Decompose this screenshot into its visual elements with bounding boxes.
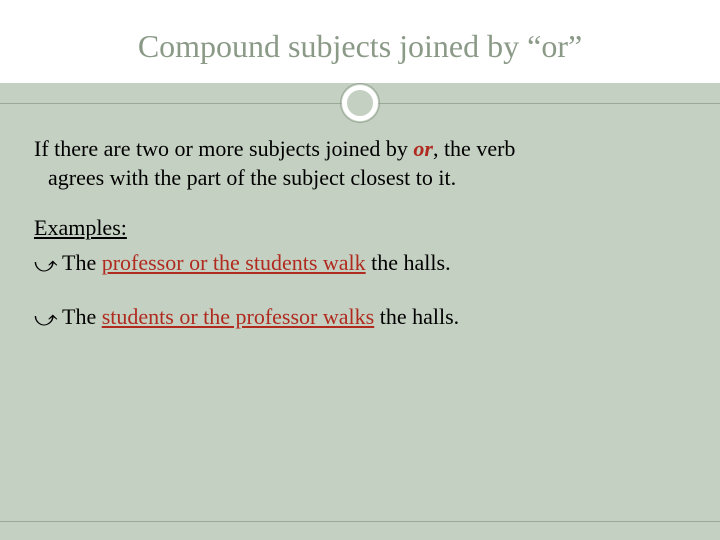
example-post: the halls. <box>374 304 459 329</box>
example-pre: The <box>62 304 102 329</box>
slide: Compound subjects joined by “or” If ther… <box>0 0 720 540</box>
rule-or: or <box>413 136 433 161</box>
rule-post: , the verb <box>433 136 515 161</box>
rule-pre: If there are two or more subjects joined… <box>34 136 413 161</box>
bullet-icon: ⤻ <box>34 251 58 280</box>
example-item: ⤻ The professor or the students walk the… <box>34 249 686 278</box>
examples-label: Examples: <box>34 214 686 243</box>
divider <box>0 83 720 123</box>
circle-icon <box>342 85 378 121</box>
bottom-rule <box>0 521 720 522</box>
content-area: If there are two or more subjects joined… <box>0 123 720 378</box>
title-area: Compound subjects joined by “or” <box>0 0 720 83</box>
bullet-icon: ⤻ <box>34 305 58 334</box>
example-pre: The <box>62 250 102 275</box>
slide-title: Compound subjects joined by “or” <box>40 28 680 65</box>
example-underlined: professor or the students walk <box>102 250 366 275</box>
rule-line2: agrees with the part of the subject clos… <box>34 164 686 193</box>
example-underlined: students or the professor walks <box>102 304 375 329</box>
rule-text: If there are two or more subjects joined… <box>34 135 686 192</box>
example-post: the halls. <box>366 250 451 275</box>
example-item: ⤻ The students or the professor walks th… <box>34 303 686 332</box>
